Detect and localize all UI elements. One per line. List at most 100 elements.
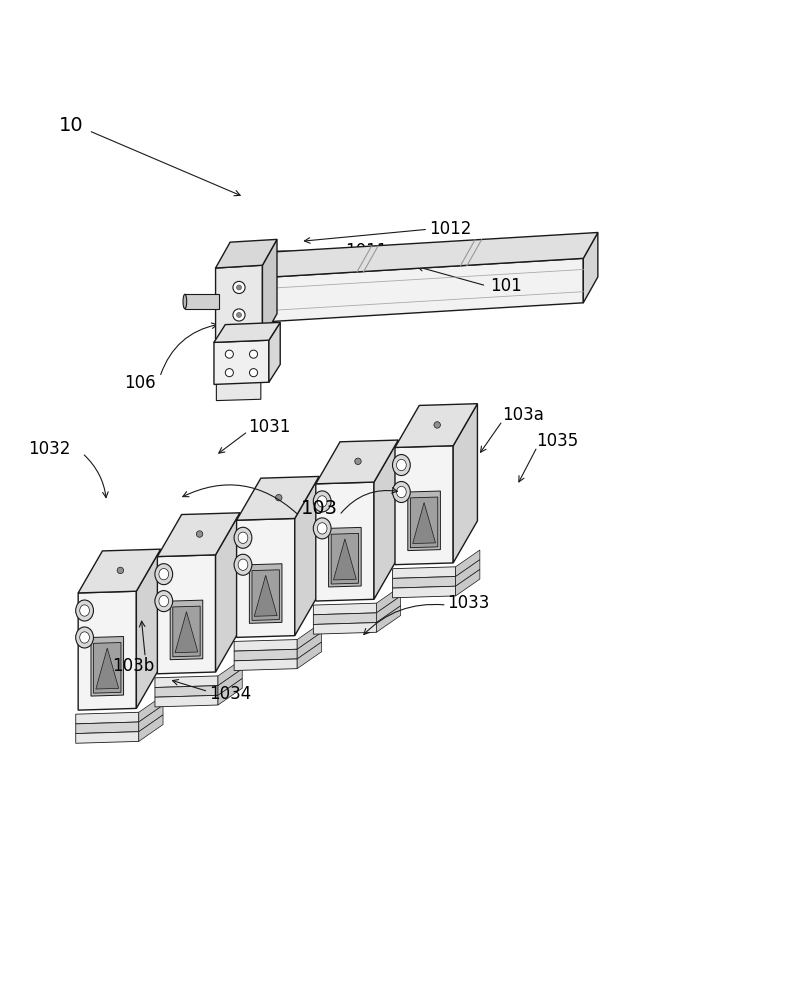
Polygon shape [93, 643, 121, 693]
Polygon shape [170, 600, 203, 660]
Ellipse shape [75, 600, 93, 621]
Polygon shape [136, 549, 161, 708]
Polygon shape [269, 322, 281, 382]
Polygon shape [313, 623, 376, 634]
Polygon shape [328, 527, 361, 587]
Ellipse shape [155, 591, 173, 612]
Text: 101: 101 [490, 277, 521, 295]
Polygon shape [218, 669, 242, 695]
Polygon shape [157, 555, 216, 674]
Ellipse shape [155, 564, 173, 585]
Polygon shape [252, 570, 279, 620]
Circle shape [354, 458, 361, 465]
Text: 1033: 1033 [448, 594, 490, 612]
Circle shape [225, 369, 234, 377]
Text: 1031: 1031 [248, 418, 291, 436]
Polygon shape [376, 596, 401, 623]
Polygon shape [139, 705, 163, 732]
Ellipse shape [234, 554, 252, 575]
Polygon shape [216, 513, 240, 672]
Polygon shape [260, 232, 598, 278]
Polygon shape [173, 606, 200, 657]
Polygon shape [216, 265, 263, 342]
Ellipse shape [313, 518, 331, 539]
Circle shape [225, 350, 234, 358]
Ellipse shape [159, 568, 169, 580]
Polygon shape [393, 577, 456, 588]
Circle shape [233, 281, 245, 294]
Polygon shape [297, 632, 321, 659]
Text: 1035: 1035 [536, 432, 578, 450]
Text: 10: 10 [58, 116, 84, 135]
Ellipse shape [159, 595, 169, 607]
Polygon shape [395, 446, 453, 565]
Ellipse shape [238, 532, 248, 543]
Polygon shape [175, 612, 198, 653]
Polygon shape [78, 591, 136, 710]
Circle shape [237, 285, 242, 290]
Polygon shape [218, 679, 242, 705]
Polygon shape [139, 695, 163, 722]
Ellipse shape [393, 455, 410, 476]
Text: 1012: 1012 [430, 220, 472, 238]
Polygon shape [91, 637, 123, 696]
Text: 106: 106 [125, 374, 157, 392]
Circle shape [250, 350, 258, 358]
Polygon shape [234, 649, 297, 661]
Polygon shape [456, 569, 480, 596]
Polygon shape [376, 606, 401, 632]
Polygon shape [263, 239, 277, 340]
Polygon shape [237, 518, 294, 637]
Polygon shape [374, 440, 398, 599]
Polygon shape [413, 503, 436, 544]
Polygon shape [75, 732, 139, 743]
Polygon shape [250, 564, 282, 623]
Polygon shape [255, 575, 277, 616]
Polygon shape [234, 659, 297, 671]
Ellipse shape [79, 632, 89, 643]
Text: 103b: 103b [112, 657, 154, 675]
Ellipse shape [313, 491, 331, 512]
Polygon shape [410, 497, 438, 548]
Polygon shape [155, 686, 218, 697]
Polygon shape [214, 340, 269, 384]
Circle shape [237, 313, 242, 317]
Polygon shape [333, 539, 356, 580]
Polygon shape [78, 549, 161, 593]
Polygon shape [155, 676, 218, 688]
Ellipse shape [238, 559, 248, 570]
Text: 1032: 1032 [28, 440, 71, 458]
Ellipse shape [183, 294, 187, 309]
Polygon shape [393, 586, 456, 598]
Ellipse shape [234, 527, 252, 548]
Polygon shape [315, 440, 398, 484]
Polygon shape [234, 640, 297, 651]
Polygon shape [294, 476, 319, 636]
Polygon shape [453, 404, 478, 563]
Polygon shape [395, 404, 478, 447]
Text: 103: 103 [301, 499, 337, 518]
Ellipse shape [393, 481, 410, 503]
Ellipse shape [317, 496, 327, 507]
Polygon shape [155, 695, 218, 707]
Circle shape [196, 531, 203, 537]
Polygon shape [331, 533, 358, 584]
Circle shape [117, 567, 123, 574]
Ellipse shape [397, 486, 406, 498]
Polygon shape [218, 659, 242, 686]
Text: 1034: 1034 [209, 685, 251, 703]
Polygon shape [456, 560, 480, 586]
Text: 103a: 103a [502, 406, 543, 424]
Polygon shape [456, 550, 480, 577]
Polygon shape [157, 513, 240, 557]
Polygon shape [75, 722, 139, 734]
Polygon shape [139, 715, 163, 741]
Polygon shape [185, 294, 219, 309]
Polygon shape [297, 623, 321, 649]
Circle shape [434, 422, 440, 428]
Polygon shape [217, 381, 261, 401]
Polygon shape [216, 239, 277, 268]
Polygon shape [408, 491, 440, 551]
Ellipse shape [79, 605, 89, 616]
Circle shape [233, 309, 245, 321]
